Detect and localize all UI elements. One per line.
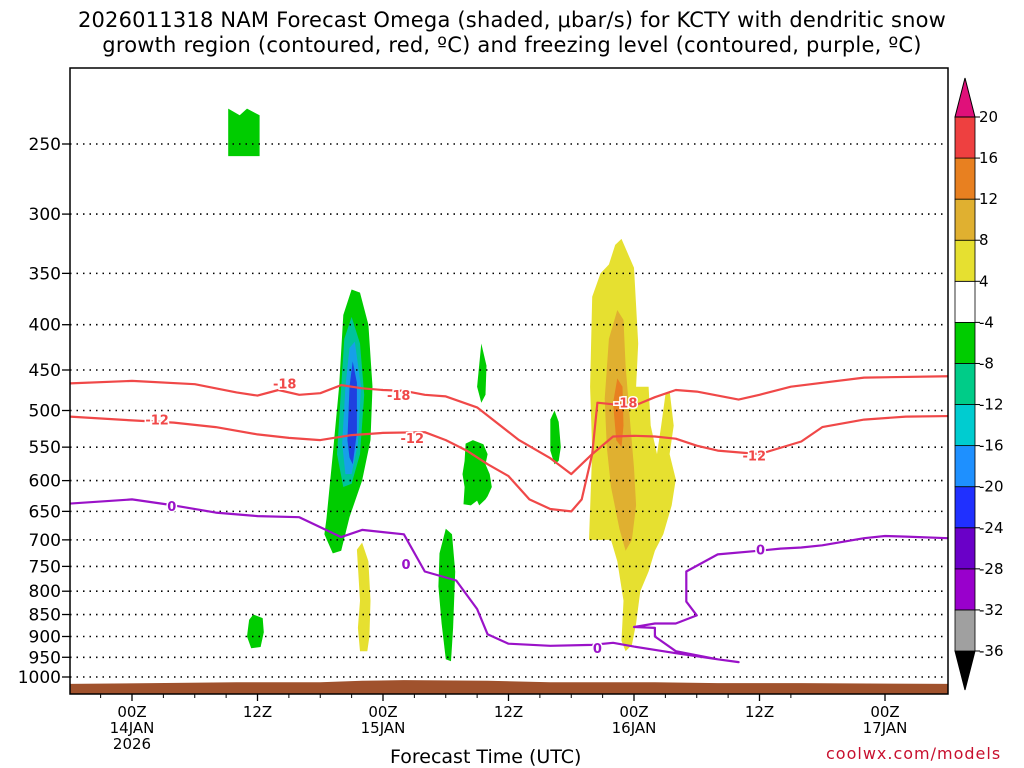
x-tick-label: 12Z (494, 703, 523, 721)
colorbar-label-12: 12 (979, 190, 998, 208)
chart-title-line1: 2026011318 NAM Forecast Omega (shaded, μ… (77, 8, 947, 32)
colorbar-block--12 (954, 363, 976, 405)
isotherm-label--18: -18 (387, 389, 411, 404)
y-tick-label-1000: 1000 (18, 668, 61, 688)
isotherm-label--12: -12 (401, 432, 425, 447)
x-tick-label: 12Z (243, 703, 272, 721)
x-tick-label: 16JAN (612, 719, 657, 737)
x-tick-label: 00Z (117, 703, 146, 721)
colorbar-block--28 (954, 527, 976, 570)
isotherm-label--12: -12 (145, 414, 169, 429)
y-tick-label-600: 600 (29, 472, 61, 492)
colorbar-label--28: -28 (979, 560, 1004, 578)
colorbar-block-8 (954, 198, 976, 241)
y-tick-label-700: 700 (29, 531, 61, 551)
y-tick-label-350: 350 (29, 264, 61, 284)
colorbar-label--20: -20 (979, 478, 1004, 496)
chart-title-line2: growth region (contoured, red, ºC) and f… (102, 33, 922, 57)
isotherm-label-0: 0 (756, 544, 765, 559)
y-tick-label-750: 750 (29, 557, 61, 577)
colorbar-block--36 (954, 609, 976, 652)
credit-text: coolwx.com/models (826, 744, 1002, 763)
isotherm-line--18 (70, 375, 948, 476)
colorbar-block-4 (954, 239, 976, 282)
omega-cell-green-lowleft (247, 614, 264, 649)
x-axis-label: Forecast Time (UTC) (390, 746, 582, 768)
isotherm-line-0 (70, 498, 948, 664)
colorbar-block--16 (954, 404, 976, 447)
y-tick-label-550: 550 (29, 438, 61, 458)
colorbar-label--4: -4 (979, 313, 994, 331)
colorbar-block--8 (954, 321, 976, 364)
colorbar-label--12: -12 (979, 396, 1004, 414)
y-tick-label-950: 950 (29, 648, 61, 668)
y-tick-label-400: 400 (29, 316, 61, 336)
colorbar-label--32: -32 (979, 601, 1004, 619)
isotherm-line--12 (70, 414, 948, 513)
colorbar-block-16 (954, 116, 976, 159)
x-tick-label: 00Z (368, 703, 397, 721)
colorbar-label--24: -24 (979, 519, 1004, 537)
x-tick-label: 14JAN (110, 719, 155, 737)
omega-cell-green-cluster (462, 440, 492, 506)
plot-border (69, 67, 949, 695)
colorbar-label-8: 8 (979, 231, 989, 249)
x-tick-label: 2026 (113, 735, 151, 753)
isotherm-label--18: -18 (614, 397, 638, 412)
omega-cell-green-thin2 (477, 343, 487, 403)
colorbar-block-12 (954, 157, 976, 200)
x-tick-label: 12Z (745, 703, 774, 721)
isotherm-label-0: 0 (593, 642, 602, 657)
y-tick-label-900: 900 (29, 627, 61, 647)
x-tick-label: 00Z (870, 703, 899, 721)
colorbar-label--8: -8 (979, 354, 994, 372)
colorbar-block--4 (954, 280, 976, 323)
isotherm-label-0: 0 (401, 558, 410, 573)
colorbar-label-4: 4 (979, 272, 989, 290)
y-tick-label-850: 850 (29, 606, 61, 626)
y-tick-label-300: 300 (29, 205, 61, 225)
ground-strip (70, 680, 948, 694)
y-tick-label-650: 650 (29, 502, 61, 522)
colorbar-block--32 (954, 568, 976, 611)
colorbar-label-16: 16 (979, 149, 998, 167)
y-tick-label-800: 800 (29, 582, 61, 602)
omega-cell-orange-descent (613, 378, 624, 448)
y-tick-label-250: 250 (29, 135, 61, 155)
colorbar-block--20 (954, 445, 976, 488)
x-tick-label: 15JAN (361, 719, 406, 737)
isotherm-label--18: -18 (273, 377, 297, 392)
omega-cell-green-thin3 (550, 410, 561, 465)
y-tick-label-500: 500 (29, 402, 61, 422)
x-tick-label: 00Z (619, 703, 648, 721)
omega-cell-green-250 (228, 108, 260, 157)
colorbar-label-20: 20 (979, 108, 998, 126)
colorbar-high-triangle (954, 77, 976, 118)
colorbar-label--36: -36 (979, 642, 1004, 660)
omega-cell-green-thin1 (438, 528, 456, 662)
colorbar-label--16: -16 (979, 437, 1004, 455)
isotherm-label--12: -12 (743, 449, 767, 464)
colorbar-low-triangle (954, 650, 976, 691)
omega-cell-yellow-column (356, 542, 371, 652)
x-tick-label: 17JAN (863, 719, 908, 737)
y-tick-label-450: 450 (29, 361, 61, 381)
colorbar-block--24 (954, 486, 976, 529)
isotherm-label-0: 0 (167, 500, 176, 515)
